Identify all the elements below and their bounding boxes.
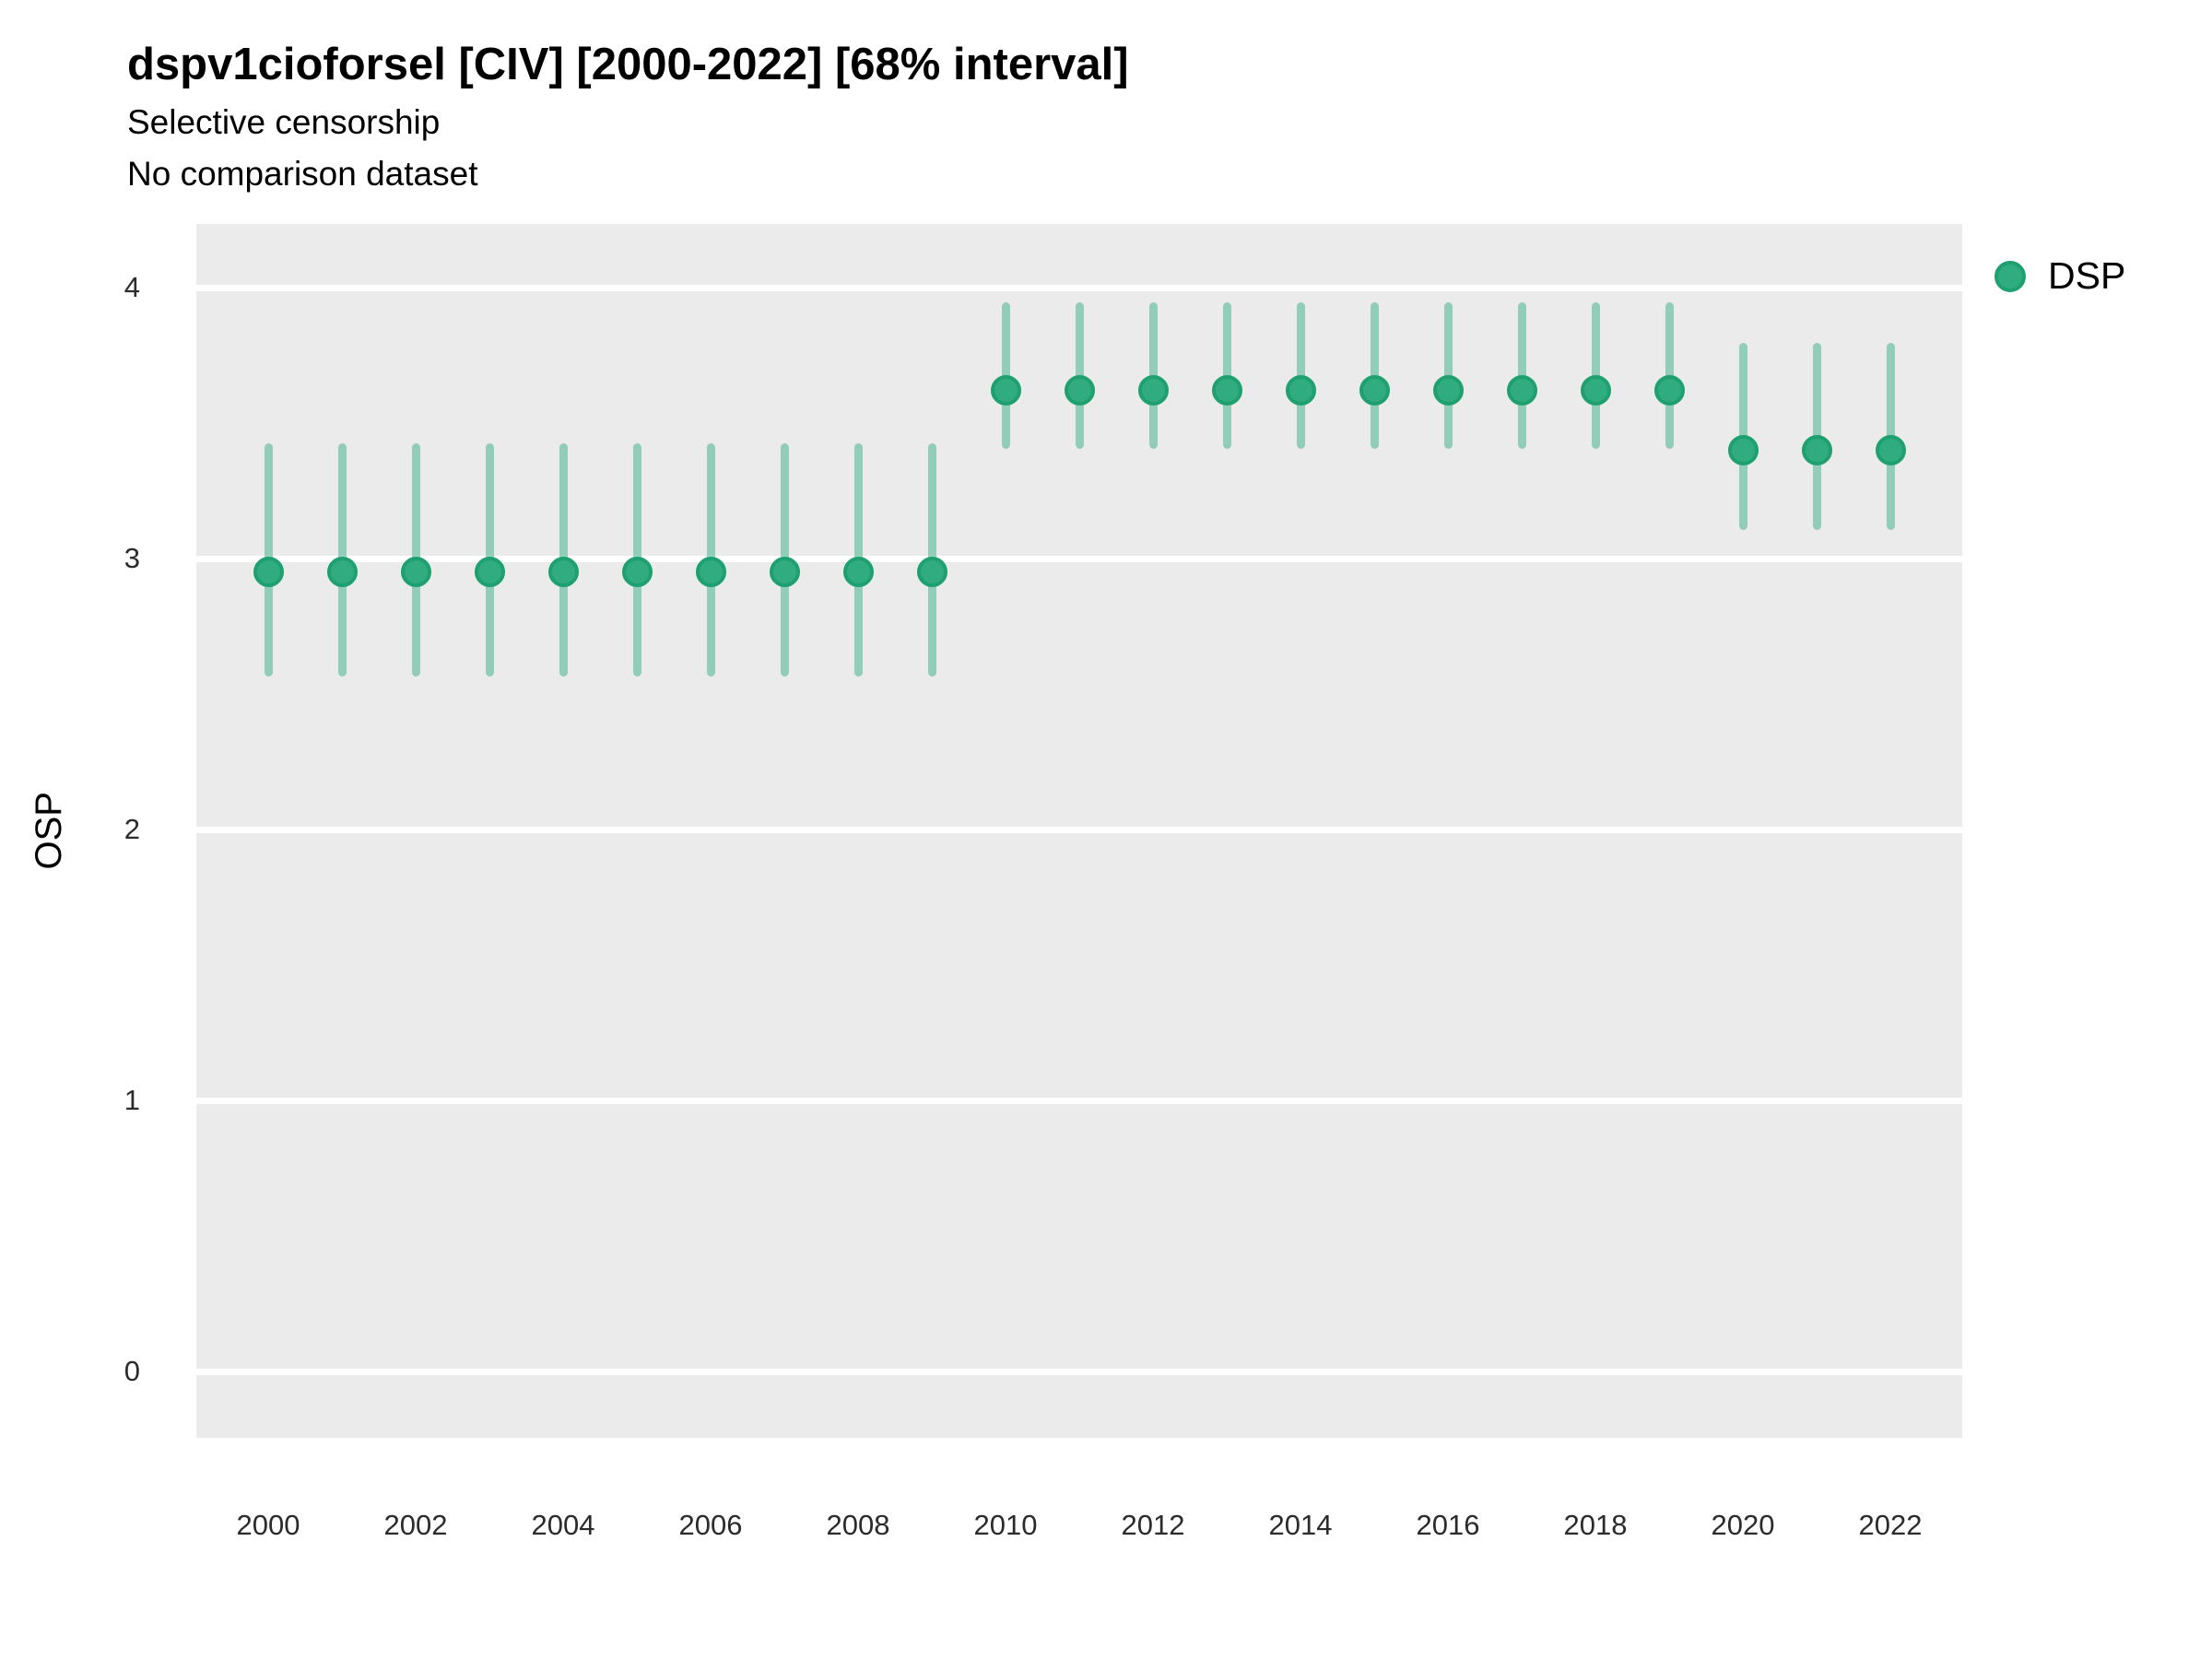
- data-point-2015: [1359, 375, 1390, 406]
- data-point-2004: [547, 557, 579, 588]
- x-tick-label-2014: 2014: [1268, 1509, 1333, 1541]
- data-point-2012: [1137, 375, 1169, 406]
- gridline-y-0: [196, 1368, 1962, 1375]
- y-tick-label-4: 4: [124, 271, 140, 303]
- gridline-y-1: [196, 1097, 1962, 1104]
- data-point-2003: [474, 557, 505, 588]
- chart-title: dspv1cioforsel [CIV] [2000-2022] [68% in…: [127, 40, 1129, 89]
- y-tick-label-1: 1: [124, 1084, 140, 1116]
- data-point-2016: [1432, 375, 1464, 406]
- legend-point-icon: [1994, 260, 2026, 292]
- y-tick-label-2: 2: [124, 813, 140, 845]
- x-tick-label-2018: 2018: [1563, 1509, 1628, 1541]
- x-tick-label-2006: 2006: [678, 1509, 743, 1541]
- legend-label: DSP: [2048, 254, 2126, 297]
- y-tick-label-3: 3: [124, 542, 140, 574]
- data-point-2011: [1064, 375, 1095, 406]
- data-point-2008: [842, 557, 874, 588]
- data-point-2002: [400, 557, 431, 588]
- legend: DSP: [1994, 254, 2125, 298]
- chart-subtitle-line1: Selective censorship: [127, 103, 441, 141]
- data-point-2018: [1580, 375, 1611, 406]
- x-tick-label-2020: 2020: [1711, 1509, 1775, 1541]
- x-tick-label-2008: 2008: [826, 1509, 890, 1541]
- data-point-2010: [990, 375, 1021, 406]
- data-point-2022: [1875, 434, 1906, 465]
- data-point-2000: [253, 557, 284, 588]
- data-point-2006: [695, 557, 726, 588]
- data-point-2019: [1653, 375, 1685, 406]
- chart-subtitle-line2: No comparison dataset: [127, 155, 478, 193]
- data-point-2001: [326, 557, 358, 588]
- data-point-2009: [916, 557, 947, 588]
- x-tick-label-2010: 2010: [973, 1509, 1038, 1541]
- data-point-2014: [1285, 375, 1316, 406]
- gridline-y-3: [196, 555, 1962, 562]
- data-point-2007: [769, 557, 800, 588]
- data-point-2005: [621, 557, 653, 588]
- y-tick-label-0: 0: [124, 1355, 140, 1387]
- gridline-y-2: [196, 826, 1962, 833]
- x-tick-label-2022: 2022: [1858, 1509, 1923, 1541]
- x-tick-label-2002: 2002: [383, 1509, 448, 1541]
- x-tick-label-2012: 2012: [1121, 1509, 1185, 1541]
- data-point-2017: [1506, 375, 1537, 406]
- x-tick-label-2004: 2004: [531, 1509, 595, 1541]
- data-point-2020: [1727, 434, 1759, 465]
- gridline-y-4: [196, 284, 1962, 291]
- data-point-2021: [1801, 434, 1832, 465]
- x-tick-label-2016: 2016: [1416, 1509, 1480, 1541]
- x-tick-label-2000: 2000: [236, 1509, 300, 1541]
- plot-panel: [196, 224, 1962, 1438]
- data-point-2013: [1211, 375, 1242, 406]
